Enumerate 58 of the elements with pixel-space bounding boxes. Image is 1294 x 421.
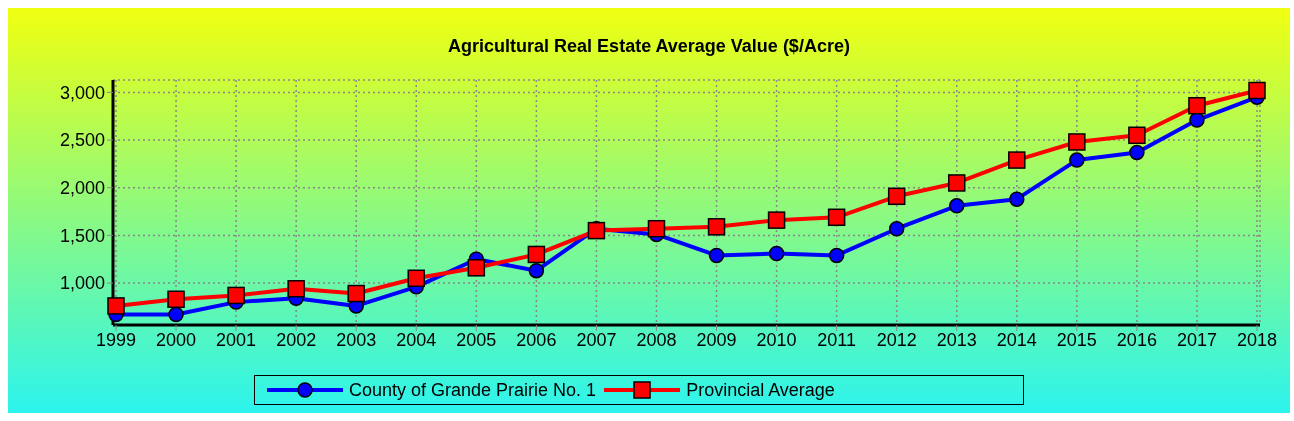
x-tick-label: 2006: [516, 329, 557, 350]
x-tick-label: 2014: [996, 329, 1037, 350]
point: [347, 284, 365, 303]
x-tick-label: 2018: [1236, 329, 1278, 350]
point: [707, 218, 726, 236]
point: [647, 219, 666, 238]
point: [708, 247, 725, 264]
point: [1008, 151, 1026, 169]
x-tick-label: 2011: [817, 329, 856, 350]
point: [947, 174, 966, 192]
point: [1128, 126, 1146, 145]
point: [1248, 81, 1266, 100]
point: [467, 259, 486, 277]
point: [1009, 191, 1025, 207]
point: [827, 208, 846, 227]
point: [1188, 96, 1206, 115]
point: [1068, 133, 1086, 151]
x-tick-label: 2004: [396, 329, 437, 350]
point: [768, 245, 785, 262]
x-tick-label: 2005: [456, 329, 497, 350]
point: [887, 187, 906, 206]
y-tick-label: 2,500: [59, 130, 105, 151]
legend-label: Provincial Average: [686, 379, 835, 401]
point: [948, 198, 965, 214]
point: [528, 262, 545, 279]
y-tick-label: 1,000: [59, 273, 105, 294]
x-tick-label: 2008: [636, 329, 677, 350]
x-tick-label: 2007: [576, 329, 617, 350]
x-tick-label: 2002: [276, 329, 317, 350]
point: [227, 286, 245, 305]
x-tick-label: 2009: [696, 329, 737, 350]
point: [1189, 112, 1205, 128]
x-tick-label: 2016: [1116, 329, 1157, 350]
point: [527, 245, 546, 264]
point: [287, 280, 305, 298]
point: [107, 297, 125, 315]
x-tick-label: 1999: [95, 329, 137, 350]
point: [167, 290, 185, 309]
y-tick-label: 1,500: [59, 225, 105, 246]
x-tick-label: 2010: [756, 329, 797, 350]
y-tick-label: 2,000: [59, 178, 105, 199]
point: [407, 269, 426, 288]
x-tick-label: 2012: [876, 329, 917, 350]
point: [767, 211, 786, 229]
x-tick-label: 2013: [936, 329, 977, 350]
x-tick-label: 2015: [1056, 329, 1097, 350]
chart-title: Agricultural Real Estate Average Value ($/Acre): [447, 36, 851, 57]
point: [1129, 144, 1145, 161]
legend-label: County of Grande Prairie No. 1: [349, 379, 597, 401]
point: [1069, 152, 1085, 168]
x-tick-label: 2003: [336, 329, 377, 350]
point: [168, 306, 184, 323]
y-tick-label: 3,000: [59, 82, 105, 103]
point: [888, 220, 905, 237]
x-tick-label: 2017: [1176, 329, 1217, 350]
x-tick-label: 2000: [156, 329, 197, 350]
x-tick-label: 2001: [216, 329, 257, 350]
point: [828, 247, 845, 264]
